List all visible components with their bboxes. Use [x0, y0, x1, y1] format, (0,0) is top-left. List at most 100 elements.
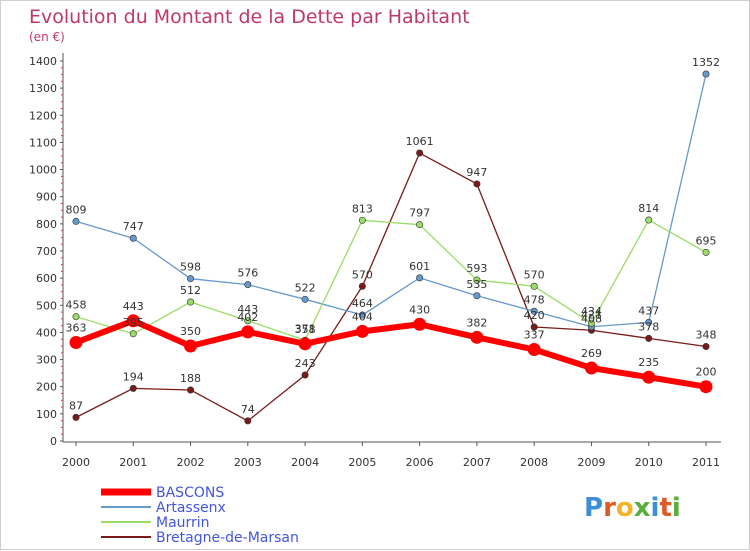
data-label-maurrin: 434: [581, 305, 602, 318]
data-label-bretagne-de-marsan: 947: [466, 166, 487, 179]
data-label-maurrin: 814: [638, 202, 659, 215]
data-point-bascons: [355, 324, 369, 338]
data-label-maurrin: 371: [295, 322, 316, 335]
data-label-bascons: 337: [524, 329, 545, 342]
data-point-bretagne-de-marsan: [358, 282, 366, 290]
data-point-bretagne-de-marsan: [702, 343, 710, 351]
y-tick-label: 1200: [29, 109, 57, 122]
data-label-bascons: 269: [581, 347, 602, 360]
data-point-artassenx: [358, 311, 366, 319]
data-point-bascons: [69, 335, 83, 349]
series-line-bretagne-de-marsan: [75, 152, 707, 422]
data-label-artassenx: 576: [237, 267, 258, 280]
data-point-artassenx: [244, 281, 252, 289]
brand-text: Proxiti: [584, 493, 681, 523]
series-line-bascons: [73, 317, 709, 390]
y-tick-label: 1100: [29, 136, 57, 149]
data-point-bascons: [298, 337, 312, 351]
data-label-bretagne-de-marsan: 408: [581, 312, 602, 325]
data-label-maurrin: 695: [696, 234, 717, 247]
data-label-bascons: 350: [180, 325, 201, 338]
data-label-artassenx: 809: [66, 203, 87, 216]
x-tick-label: 2002: [177, 456, 205, 469]
x-tick-label: 2007: [463, 456, 491, 469]
data-point-bretagne-de-marsan: [129, 384, 137, 392]
x-tick-label: 2006: [406, 456, 434, 469]
data-point-maurrin: [72, 313, 80, 321]
x-tick-label: 2010: [635, 456, 663, 469]
data-point-bascons: [527, 343, 541, 357]
data-label-bretagne-de-marsan: 1061: [406, 135, 434, 148]
x-tick-label: 2005: [348, 456, 376, 469]
data-label-bretagne-de-marsan: 74: [241, 403, 255, 416]
data-point-artassenx: [301, 295, 309, 303]
data-label-artassenx: 421: [581, 309, 602, 322]
brand-logo: Proxiti: [584, 493, 681, 523]
data-point-maurrin: [244, 317, 252, 325]
data-label-artassenx: 1352: [692, 56, 720, 69]
data-label-bretagne-de-marsan: 420: [524, 309, 545, 322]
data-point-artassenx: [473, 292, 481, 300]
brand-letter: o: [616, 493, 634, 523]
data-point-maurrin: [129, 330, 137, 338]
data-label-bascons: 430: [409, 303, 430, 316]
y-tick-label: 1400: [29, 55, 57, 68]
brand-letter: i: [651, 493, 660, 523]
data-label-bascons: 358: [295, 323, 316, 336]
brand-letter: x: [634, 493, 651, 523]
data-label-bascons: 402: [237, 311, 258, 324]
legend: BASCONSArtassenxMaurrinBretagne-de-Marsa…: [101, 485, 299, 546]
brand-letter: t: [659, 493, 671, 523]
data-label-bretagne-de-marsan: 87: [69, 399, 83, 412]
data-label-maurrin: 512: [180, 284, 201, 297]
x-tick-label: 2004: [291, 456, 319, 469]
y-tick-label: 200: [36, 381, 57, 394]
y-tick-label: 900: [36, 191, 57, 204]
data-point-artassenx: [645, 318, 653, 326]
legend-label-bretagne-de-marsan: Bretagne-de-Marsan: [156, 530, 299, 546]
y-tick-label: 600: [36, 272, 57, 285]
data-label-bretagne-de-marsan: 188: [180, 372, 201, 385]
brand-letter: r: [603, 493, 616, 523]
data-label-bascons: 200: [696, 366, 717, 379]
x-tick-label: 2011: [692, 456, 720, 469]
data-point-maurrin: [587, 319, 595, 327]
data-point-bascons: [184, 339, 198, 353]
y-tick-label: 0: [50, 435, 57, 448]
data-point-bascons: [241, 325, 255, 339]
x-tick-label: 2008: [520, 456, 548, 469]
data-labels-layer: 87 194 188 74 243 570 1061 947 420 408 378 348 809 74…: [66, 56, 721, 416]
chart-title: Evolution du Montant de la Dette par Hab…: [29, 6, 470, 28]
data-point-bretagne-de-marsan: [72, 413, 80, 421]
data-point-maurrin: [358, 216, 366, 224]
axes: 0 100 200 300 400 500 600 700 800 900 1000 1100 1200…: [29, 53, 721, 469]
data-label-bretagne-de-marsan: 378: [638, 320, 659, 333]
x-tick-label: 2003: [234, 456, 262, 469]
data-point-maurrin: [645, 216, 653, 224]
data-point-bretagne-de-marsan: [244, 417, 252, 425]
data-label-maurrin: 570: [524, 268, 545, 281]
legend-label-maurrin: Maurrin: [156, 515, 210, 531]
y-tick-label: 700: [36, 245, 57, 258]
data-label-artassenx: 437: [638, 304, 659, 317]
data-label-artassenx: 535: [466, 278, 487, 291]
data-point-maurrin: [702, 248, 710, 256]
y-tick-label: 1300: [29, 82, 57, 95]
data-point-bascons: [413, 317, 427, 331]
legend-label-artassenx: Artassenx: [156, 500, 226, 516]
data-label-bretagne-de-marsan: 348: [696, 329, 717, 342]
data-point-maurrin: [416, 221, 424, 229]
data-label-maurrin: 443: [237, 303, 258, 316]
data-label-bascons: 235: [638, 356, 659, 369]
brand-letter: i: [672, 493, 681, 523]
data-label-artassenx: 464: [352, 297, 373, 310]
x-tick-label: 2009: [577, 456, 605, 469]
data-label-bascons: 404: [352, 310, 373, 323]
data-label-bascons: 382: [466, 316, 487, 329]
data-label-bascons: 363: [66, 321, 87, 334]
data-point-bretagne-de-marsan: [530, 323, 538, 331]
y-tick-label: 300: [36, 354, 57, 367]
data-point-artassenx: [702, 70, 710, 78]
